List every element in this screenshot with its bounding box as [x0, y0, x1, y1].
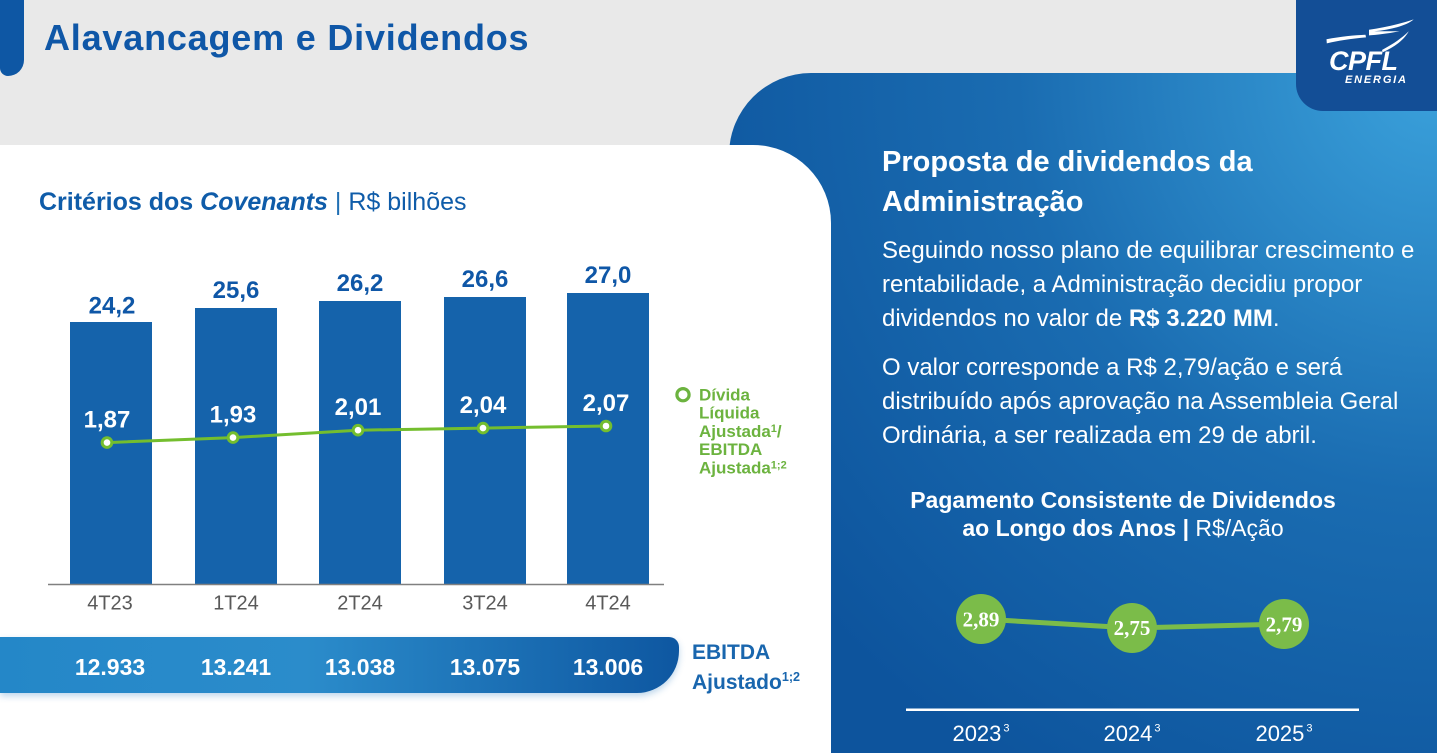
svg-text:26,2: 26,2 — [337, 270, 384, 297]
svg-text:CPFL: CPFL — [1329, 46, 1398, 76]
svg-text:Ajustada1/: Ajustada1/ — [699, 422, 782, 441]
svg-text:26,6: 26,6 — [462, 266, 509, 293]
svg-text:ENERGIA: ENERGIA — [1345, 74, 1406, 86]
svg-text:24,2: 24,2 — [89, 293, 136, 320]
svg-text:1T24: 1T24 — [213, 592, 259, 614]
svg-text:4T24: 4T24 — [585, 592, 631, 614]
svg-text:2T24: 2T24 — [337, 592, 383, 614]
svg-text:2,07: 2,07 — [583, 390, 630, 417]
svg-text:4T23: 4T23 — [87, 592, 133, 614]
svg-text:EBITDA: EBITDA — [699, 440, 762, 459]
svg-text:2,04: 2,04 — [460, 392, 507, 419]
svg-text:27,0: 27,0 — [585, 262, 632, 289]
svg-text:Dívida: Dívida — [699, 385, 751, 404]
svg-text:2,01: 2,01 — [335, 394, 382, 421]
svg-text:25,6: 25,6 — [213, 277, 260, 304]
svg-text:1,87: 1,87 — [84, 406, 131, 433]
svg-text:1,93: 1,93 — [210, 401, 257, 428]
svg-text:2,79: 2,79 — [1266, 613, 1303, 637]
svg-text:2,75: 2,75 — [1114, 616, 1151, 640]
svg-text:Ajustada1;2: Ajustada1;2 — [699, 459, 787, 478]
svg-text:Líquida: Líquida — [699, 404, 760, 423]
svg-text:3T24: 3T24 — [462, 592, 508, 614]
svg-text:2,89: 2,89 — [963, 608, 1000, 632]
